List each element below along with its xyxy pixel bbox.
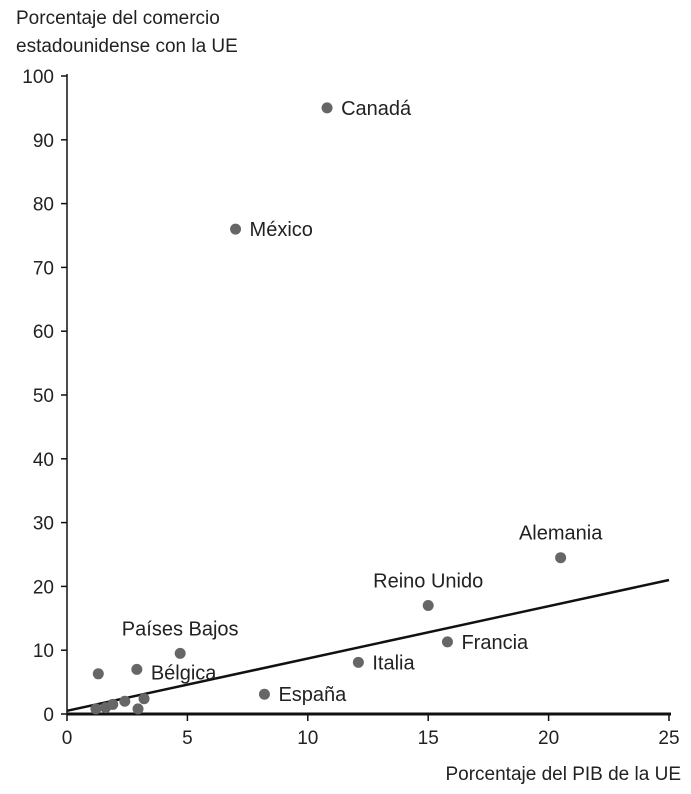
- data-point: [321, 102, 333, 114]
- trendline-group: [66, 578, 670, 713]
- y-axis-title-line-1: Porcentaje del comercio: [16, 8, 220, 29]
- y-tick-label: 20: [33, 577, 54, 598]
- x-tick-label: 15: [418, 728, 439, 749]
- data-point: [138, 693, 150, 705]
- data-point: [258, 688, 270, 700]
- data-point: [100, 702, 112, 714]
- point-label: Italia: [372, 652, 415, 674]
- data-point: [352, 656, 364, 668]
- x-tick-label: 5: [182, 728, 193, 749]
- y-tick-label: 70: [33, 258, 54, 279]
- y-tick-label: 60: [33, 322, 54, 343]
- y-tick-label: 80: [33, 195, 54, 216]
- y-tick-label: 100: [22, 67, 54, 88]
- data-point: [441, 636, 453, 648]
- x-axis-title: Porcentaje del PIB de la UE: [445, 764, 681, 785]
- y-tick-label: 90: [33, 131, 54, 152]
- point-label: Bélgica: [151, 662, 217, 684]
- y-tick-label: 30: [33, 514, 54, 535]
- x-tick-label: 10: [297, 728, 318, 749]
- y-axis-title: Porcentaje del comercio estadounidense c…: [16, 8, 238, 57]
- data-point: [92, 668, 104, 680]
- point-label: Francia: [461, 632, 529, 654]
- data-point: [119, 695, 131, 707]
- point-label: España: [278, 684, 347, 706]
- data-point: [90, 703, 102, 715]
- trendline: [66, 578, 670, 713]
- y-tick-label: 0: [43, 705, 54, 726]
- data-point: [131, 663, 143, 675]
- x-tick-label: 0: [62, 728, 73, 749]
- data-point: [422, 600, 434, 612]
- x-tick-label: 25: [658, 728, 679, 749]
- axes: 0 10 20 30 40 50 60 70 80 90 100 0 5 10 15 20 25: [22, 67, 679, 749]
- data-point: [555, 552, 567, 564]
- data-points: [90, 102, 567, 715]
- point-label: Reino Unido: [373, 571, 483, 593]
- y-axis-title-line-2: estadounidense con la UE: [16, 36, 238, 57]
- point-label: Países Bajos: [122, 618, 239, 640]
- y-tick-label: 50: [33, 386, 54, 407]
- data-point: [174, 647, 186, 659]
- y-tick-label: 40: [33, 450, 54, 471]
- point-label: Alemania: [519, 523, 603, 545]
- data-point: [132, 703, 144, 715]
- point-label: México: [250, 219, 313, 241]
- x-tick-label: 20: [538, 728, 559, 749]
- point-labels: Canadá México Alemania Reino Unido Francia It…: [122, 98, 603, 706]
- data-point: [230, 223, 242, 235]
- point-label: Canadá: [341, 98, 412, 120]
- y-tick-label: 10: [33, 641, 54, 662]
